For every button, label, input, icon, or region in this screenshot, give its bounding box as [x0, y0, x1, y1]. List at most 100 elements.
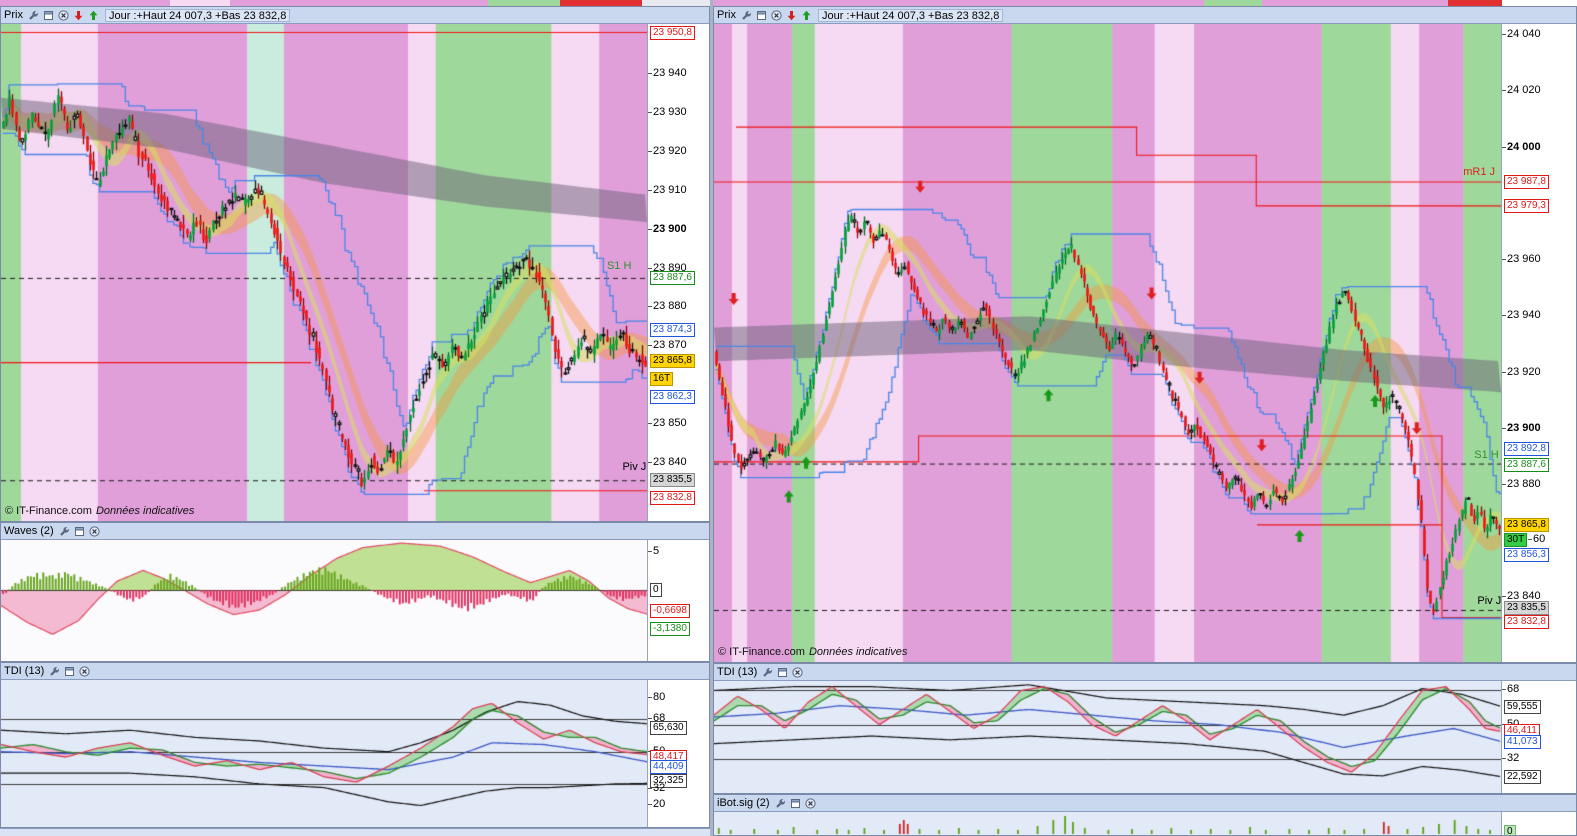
panel-title: Waves (2) — [4, 525, 54, 537]
axis-tick: 32 — [647, 782, 666, 795]
panel-title: Prix — [4, 9, 23, 21]
pane-divider[interactable] — [710, 0, 713, 836]
axis-tick: 23 840 — [648, 455, 687, 468]
panel-ibot: iBot.sig (2) 0 — [713, 794, 1577, 836]
axis-tick: 23 870 — [648, 339, 687, 352]
panel-price-right: Prix Jour :+Haut 24 007,3 +Bas 23 832,8 … — [713, 6, 1577, 663]
tdi-mid-badge: 41,073 — [1504, 734, 1541, 749]
axis-tick: 23 840 — [1502, 590, 1541, 603]
resistance-badge: 23 950,8 — [650, 25, 695, 40]
settings-wrench-icon[interactable] — [48, 665, 61, 677]
band-strip-segment — [170, 0, 230, 6]
settings-wrench-icon[interactable] — [761, 666, 774, 678]
ibot-axis[interactable]: 0 — [1501, 812, 1576, 835]
buy-arrow-icon[interactable] — [800, 9, 813, 21]
band-strip-segment — [1502, 0, 1577, 6]
window-icon[interactable] — [42, 9, 55, 21]
price-chart-right[interactable] — [714, 24, 1501, 662]
timeframe-range-label: Jour :+Haut 24 007,3 +Bas 23 832,8 — [104, 8, 291, 22]
axis-tick: 23 900 — [648, 222, 687, 235]
band-strip-segment — [1448, 0, 1502, 6]
axis-tick: 23 920 — [1502, 365, 1541, 378]
axis-tick: 23 940 — [648, 67, 687, 80]
timeframe-range-label: Jour :+Haut 24 007,3 +Bas 23 832,8 — [817, 8, 1004, 22]
settings-wrench-icon[interactable] — [27, 9, 40, 21]
tdi-upper-badge: 59,555 — [1504, 699, 1541, 714]
axis-tick: 23 920 — [648, 145, 687, 158]
buy-arrow-icon[interactable] — [87, 9, 100, 21]
panel-title: TDI (13) — [4, 665, 45, 677]
band-strip-segment — [1262, 0, 1448, 6]
price-chart-left[interactable] — [1, 24, 647, 521]
axis-tick: 23 960 — [1502, 253, 1541, 266]
window-icon[interactable] — [789, 797, 802, 809]
settings-wrench-icon[interactable] — [774, 797, 787, 809]
zero-badge: 0 — [650, 583, 662, 598]
price-axis-left[interactable]: 23 950,8 23 940 23 930 23 920 23 910 23 900 23… — [647, 24, 709, 521]
sell-arrow-icon[interactable] — [785, 9, 798, 21]
current-price-badge: 23 865,8 — [1504, 517, 1549, 532]
tdi-chart-right[interactable] — [714, 681, 1501, 793]
upper-band-badge: 23 892,8 — [1504, 441, 1549, 456]
titlebar-price-left: Prix Jour :+Haut 24 007,3 +Bas 23 832,8 — [1, 7, 709, 24]
band-strip-segment — [642, 0, 712, 6]
waves-fast-badge: -0,6698 — [650, 603, 690, 618]
waves-chart[interactable] — [1, 540, 647, 661]
axis-tick: 23 940 — [1502, 309, 1541, 322]
titlebar-price-right: Prix Jour :+Haut 24 007,3 +Bas 23 832,8 — [714, 7, 1576, 24]
titlebar-waves: Waves (2) — [1, 523, 709, 540]
axis-tick: 23 880 — [1502, 477, 1541, 490]
tdi-lower-badge: 22,592 — [1504, 769, 1541, 784]
support-badge: 23 832,8 — [650, 491, 695, 506]
titlebar-tdi-left: TDI (13) — [1, 663, 709, 680]
waves-slow-badge: -3,1380 — [650, 622, 690, 637]
axis-tick: 24 040 — [1502, 28, 1541, 41]
close-icon[interactable] — [88, 525, 101, 537]
axis-tick: 23 850 — [648, 416, 687, 429]
axis-tick: 80 — [647, 690, 666, 703]
upper-band-badge: 23 874,3 — [650, 322, 695, 337]
tdi-chart-left[interactable] — [1, 680, 647, 827]
ibot-signal-chart[interactable] — [714, 812, 1501, 835]
pivot-badge: 23 835,5 — [1504, 600, 1549, 615]
panel-tdi-left: TDI (13) 806865,6305048,41744,40932,3253… — [0, 662, 710, 828]
titlebar-tdi-right: TDI (13) — [714, 664, 1576, 681]
s1-level-badge: 23 887,6 — [1504, 458, 1549, 473]
mr1-level-badge: 23 987,8 — [1504, 174, 1549, 189]
close-icon[interactable] — [78, 665, 91, 677]
panel-price-left: Prix Jour :+Haut 24 007,3 +Bas 23 832,8 … — [0, 6, 710, 522]
close-icon[interactable] — [804, 797, 817, 809]
band-strip-segment — [0, 0, 170, 6]
band-strip-segment — [712, 0, 1204, 6]
lower-band-badge: 23 862,3 — [650, 389, 695, 404]
waves-axis[interactable]: 5 0 -0,6698 -3,1380 — [647, 540, 709, 661]
signal-value-badge: 0 — [1504, 824, 1516, 835]
axis-tick: 23 900 — [1502, 421, 1541, 434]
close-icon[interactable] — [770, 9, 783, 21]
axis-tick: 24 000 — [1502, 140, 1541, 153]
band-strip-segment — [230, 0, 488, 6]
settings-wrench-icon[interactable] — [58, 525, 71, 537]
close-icon[interactable] — [791, 666, 804, 678]
axis-tick: 24 020 — [1502, 84, 1541, 97]
countdown-seconds: 60 — [1527, 533, 1546, 546]
close-icon[interactable] — [57, 9, 70, 21]
window-icon[interactable] — [776, 666, 789, 678]
tdi-upper-badge: 65,630 — [650, 720, 687, 735]
axis-tick: 23 910 — [648, 183, 687, 196]
window-icon[interactable] — [755, 9, 768, 21]
window-icon[interactable] — [73, 525, 86, 537]
window-icon[interactable] — [63, 665, 76, 677]
price-axis-right[interactable]: 24 040 24 020 24 000 23 987,8 23 979,3 23 960… — [1501, 24, 1576, 662]
settings-wrench-icon[interactable] — [740, 9, 753, 21]
sell-arrow-icon[interactable] — [72, 9, 85, 21]
tdi-lower-badge: 32,325 — [650, 774, 687, 789]
axis-tick: 32 — [1501, 751, 1520, 764]
lower-band-badge: 23 856,3 — [1504, 547, 1549, 562]
axis-tick: 5 — [647, 545, 660, 558]
top-strip — [0, 0, 1577, 6]
panel-title: iBot.sig (2) — [717, 797, 770, 809]
countdown-badge: 16T — [650, 371, 674, 386]
